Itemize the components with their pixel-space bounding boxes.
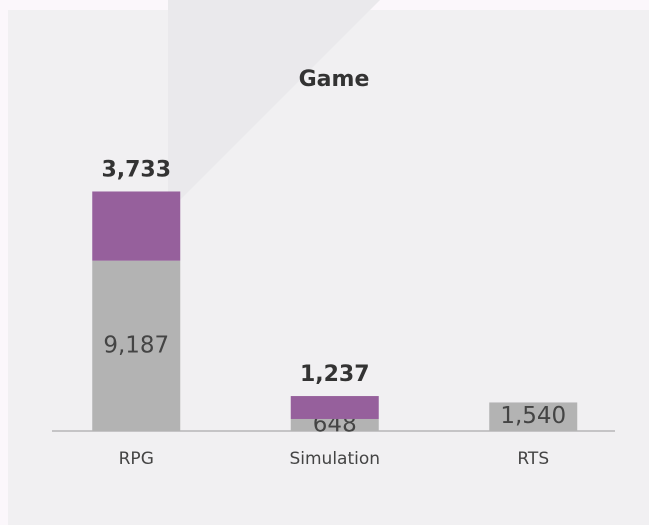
x-tick-label: RTS [517,449,549,469]
chart-title: Game [299,67,370,92]
decoration [168,0,380,200]
value-label: 1,540 [500,403,566,429]
value-label: 9,187 [103,332,169,358]
bar-segment [92,191,181,261]
x-tick-label: RPG [119,449,154,469]
bar-segment [92,260,181,431]
value-label: 3,733 [101,157,171,182]
value-label: 1,237 [300,362,370,387]
bar-segment [489,402,578,431]
x-tick-label: Simulation [289,449,380,469]
bar-segment [290,396,379,419]
bar-segment [290,418,379,431]
